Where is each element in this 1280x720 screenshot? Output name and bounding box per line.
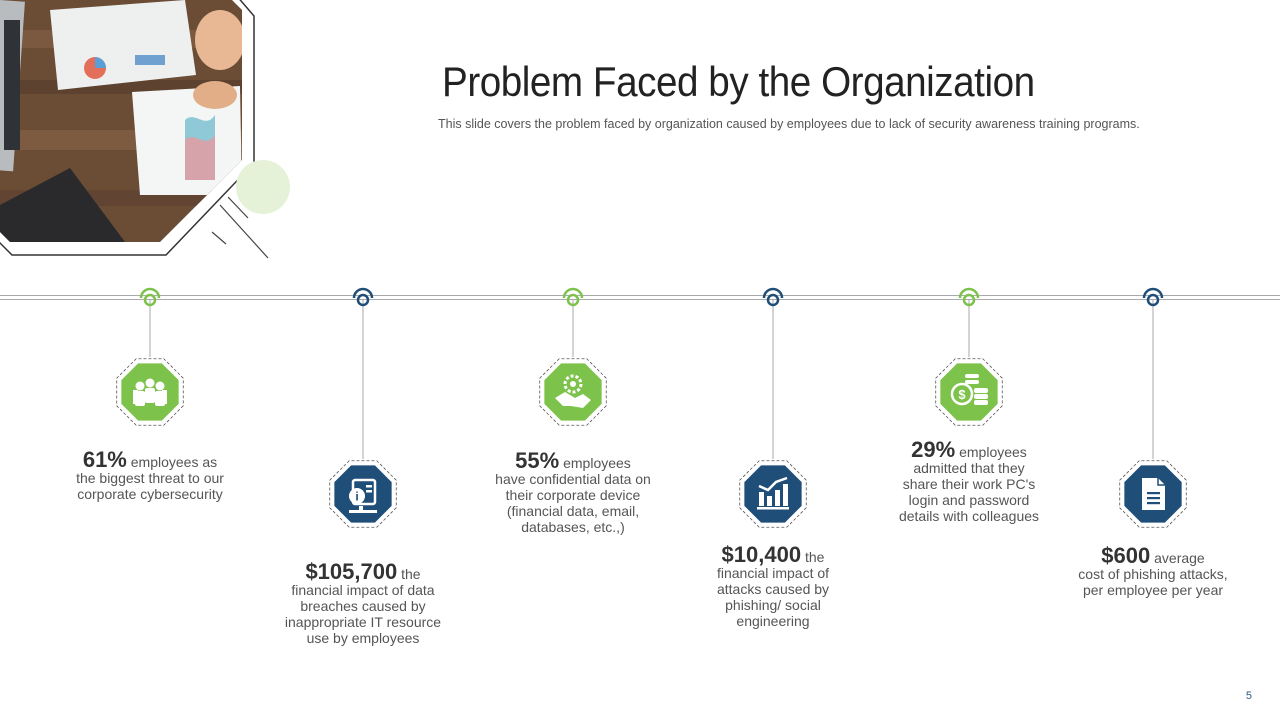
stat-value: 29% bbox=[911, 437, 956, 462]
document-icon bbox=[1119, 460, 1187, 528]
stat-lead: employees as bbox=[126, 454, 218, 470]
stat-description: have confidential data on their corporat… bbox=[495, 471, 651, 535]
svg-text:$: $ bbox=[958, 387, 966, 402]
stat-description: cost of phishing attacks, per employee p… bbox=[1078, 566, 1228, 598]
page-number: 5 bbox=[1245, 690, 1252, 702]
stat-text-2: $105,700 the financial impact of data bre… bbox=[278, 561, 448, 647]
coins-icon: $ bbox=[935, 358, 1003, 426]
stat-lead: employees bbox=[559, 455, 631, 471]
stat-value: $10,400 bbox=[721, 542, 802, 567]
timeline-pin-icon bbox=[562, 287, 584, 307]
stat-value: 55% bbox=[515, 448, 560, 473]
stat-value: $105,700 bbox=[305, 559, 398, 584]
stat-text-3: 55% employees have confidential data on t… bbox=[493, 450, 653, 536]
stat-lead: the bbox=[397, 566, 421, 582]
timeline-marker-5: $ bbox=[935, 287, 1003, 426]
timeline-marker-3 bbox=[539, 287, 607, 426]
stat-description: financial impact of attacks caused by ph… bbox=[716, 565, 830, 629]
stat-lead: employees bbox=[955, 444, 1027, 460]
timeline-pin-icon bbox=[762, 287, 784, 307]
stat-text-6: $600 average cost of phishing attacks, pe… bbox=[1078, 545, 1228, 599]
timeline-marker-6 bbox=[1119, 287, 1187, 528]
header-photo bbox=[0, 0, 290, 259]
timeline-pin-icon bbox=[352, 287, 374, 307]
slide-title: Problem Faced by the Organization bbox=[442, 58, 1035, 105]
stat-value: 61% bbox=[82, 447, 127, 472]
stat-description: financial impact of data breaches caused… bbox=[284, 582, 442, 646]
stat-text-5: 29% employees admitted that they share th… bbox=[894, 439, 1044, 525]
it-resource-icon: i bbox=[329, 460, 397, 528]
stat-description: admitted that they share their work PC's… bbox=[898, 460, 1040, 524]
handshake-gear-icon bbox=[539, 358, 607, 426]
timeline-marker-2: i bbox=[329, 287, 397, 528]
timeline-pin-icon bbox=[139, 287, 161, 307]
stat-value: $600 bbox=[1101, 543, 1151, 568]
svg-text:i: i bbox=[355, 490, 358, 504]
stat-lead: average bbox=[1150, 550, 1205, 566]
stat-text-1: 61% employees as the biggest threat to ou… bbox=[70, 449, 230, 503]
timeline-pin-icon bbox=[1142, 287, 1164, 307]
timeline-pin-icon bbox=[958, 287, 980, 307]
timeline-marker-1 bbox=[116, 287, 184, 426]
timeline-marker-4 bbox=[739, 287, 807, 528]
stat-description: the biggest threat to our corporate cybe… bbox=[76, 470, 224, 502]
team-icon bbox=[116, 358, 184, 426]
stat-lead: the bbox=[801, 549, 825, 565]
stat-text-4: $10,400 the financial impact of attacks c… bbox=[698, 544, 848, 630]
bar-chart-icon bbox=[739, 460, 807, 528]
timeline-line bbox=[0, 295, 1280, 300]
slide-subtitle: This slide covers the problem faced by o… bbox=[438, 117, 1140, 131]
